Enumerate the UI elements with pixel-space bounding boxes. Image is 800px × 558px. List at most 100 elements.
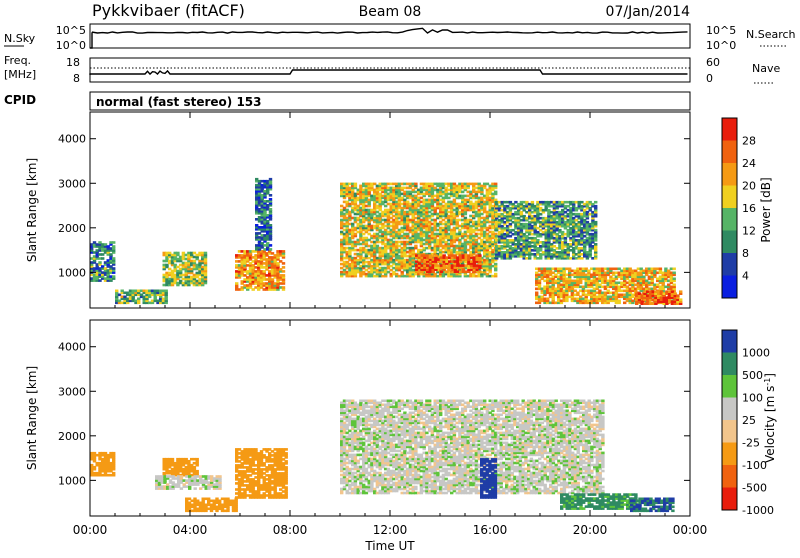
power-cell xyxy=(112,275,115,278)
nsky-trace xyxy=(90,28,688,48)
power-cell xyxy=(269,194,272,197)
power-ytick-label: 1000 xyxy=(58,266,86,279)
power-cell xyxy=(354,183,357,186)
power-colorbar-cell xyxy=(722,208,737,231)
power-cell xyxy=(531,201,534,204)
power-colorbar-tick: 24 xyxy=(742,157,756,170)
power-cell xyxy=(434,254,437,257)
nsky-label: N.Sky xyxy=(4,32,36,45)
freq-trace xyxy=(90,70,688,75)
power-echo-region xyxy=(255,178,272,251)
power-cell xyxy=(673,268,676,271)
power-colorbar-label: Power [dB] xyxy=(759,177,773,242)
power-echo-region xyxy=(115,290,168,305)
power-cell xyxy=(165,290,168,293)
power-cell xyxy=(269,244,272,247)
nsky-tick-top: 10^5 xyxy=(56,24,86,37)
freq-unit-label: [MHz] xyxy=(4,68,36,81)
power-echo-region xyxy=(415,254,482,273)
power-cell xyxy=(112,257,115,260)
nave-tick-top: 60 xyxy=(706,56,720,69)
power-cell xyxy=(269,178,272,181)
beam-title: Beam 08 xyxy=(359,4,422,20)
power-colorbar-cell xyxy=(722,118,737,141)
power-ylabel: Slant Range [km] xyxy=(25,158,39,262)
power-echo-region xyxy=(90,241,115,282)
power-cell xyxy=(282,250,285,253)
power-cell xyxy=(673,278,676,281)
power-cell xyxy=(679,298,682,301)
power-cell xyxy=(679,290,682,293)
power-cell xyxy=(494,273,497,276)
velocity-cell xyxy=(112,452,115,455)
nsky-tick-bottom: 10^0 xyxy=(56,39,86,52)
power-cell xyxy=(112,267,115,270)
power-cell xyxy=(282,274,285,277)
nave-label: Nave xyxy=(752,62,780,75)
power-colorbar-tick: 4 xyxy=(742,270,749,283)
power-colorbar-tick: 8 xyxy=(742,247,749,260)
power-colorbar-cell xyxy=(722,231,737,254)
nsearch-tick-top: 10^5 xyxy=(706,24,736,37)
power-echo-region xyxy=(235,250,285,291)
velocity-echo-region xyxy=(90,452,115,477)
velocity-cell xyxy=(112,472,115,475)
power-cell xyxy=(535,292,538,295)
power-colorbar-tick: 20 xyxy=(742,180,756,193)
power-ytick-label: 2000 xyxy=(58,222,86,235)
power-cell xyxy=(594,229,597,232)
power-cell xyxy=(101,257,104,260)
power-cell xyxy=(494,183,497,186)
power-echo-region xyxy=(635,290,682,305)
power-cell xyxy=(112,245,115,248)
power-colorbar-cell xyxy=(722,276,737,299)
station-title: Pykkvibaer (fitACF) xyxy=(92,1,245,20)
power-cell xyxy=(673,272,676,275)
power-cell xyxy=(494,191,497,194)
freq-label: Freq. xyxy=(4,54,31,67)
power-cell xyxy=(282,286,285,289)
nsearch-tick-bottom: 10^0 xyxy=(706,39,736,52)
power-echo-region xyxy=(495,201,597,260)
power-cell xyxy=(478,270,481,273)
power-ytick-label: 4000 xyxy=(58,133,86,146)
power-cell xyxy=(494,199,497,202)
power-cell xyxy=(414,245,417,248)
freq-tick-bottom: 8 xyxy=(73,72,80,85)
cpid-text: normal (fast stereo) 153 xyxy=(96,95,262,109)
power-cell xyxy=(269,208,272,211)
power-cell xyxy=(269,248,272,251)
power-cell xyxy=(282,266,285,269)
power-cell xyxy=(282,270,285,273)
date-title: 07/Jan/2014 xyxy=(606,4,691,20)
power-cell xyxy=(594,221,597,224)
power-cell xyxy=(673,284,676,287)
power-colorbar-cell xyxy=(722,253,737,276)
power-cell xyxy=(204,252,207,255)
power-cell xyxy=(594,201,597,204)
power-ytick-label: 3000 xyxy=(58,177,86,190)
power-colorbar-tick: 16 xyxy=(742,202,756,215)
power-colorbar-cell xyxy=(722,186,737,209)
power-cell xyxy=(269,224,272,227)
nsky-panel xyxy=(90,24,690,48)
power-echo-region xyxy=(163,252,208,287)
power-cell xyxy=(594,243,597,246)
nsearch-label: N.Search xyxy=(746,28,796,41)
power-cell xyxy=(414,183,417,186)
power-colorbar-tick: 12 xyxy=(742,225,756,238)
power-cell xyxy=(98,261,101,264)
power-colorbar-cell xyxy=(722,163,737,186)
power-cell xyxy=(115,290,118,293)
power-cell xyxy=(235,282,238,285)
power-cell xyxy=(112,241,115,244)
power-colorbar-cell xyxy=(722,141,737,164)
freq-tick-top: 18 xyxy=(66,56,80,69)
power-cell xyxy=(618,300,621,303)
power-cell xyxy=(282,262,285,265)
power-cell xyxy=(594,205,597,208)
power-cell xyxy=(269,198,272,201)
power-cell xyxy=(494,263,497,266)
power-cell xyxy=(478,254,481,257)
